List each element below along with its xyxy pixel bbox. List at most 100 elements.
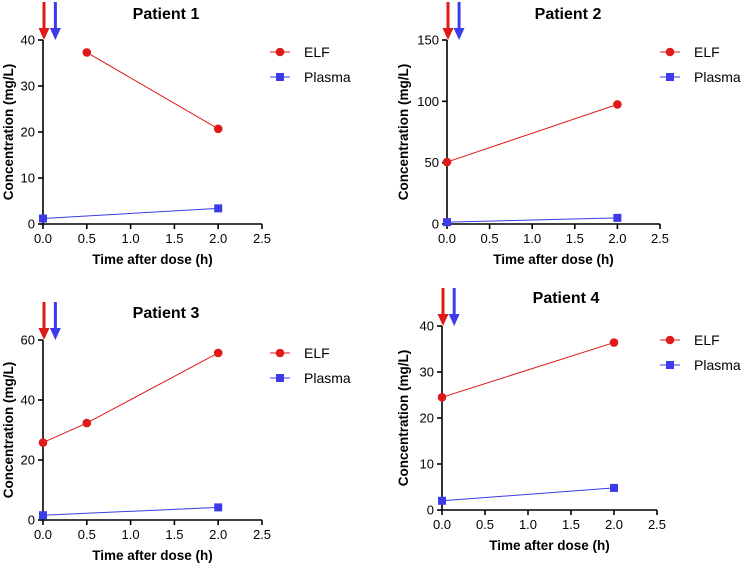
data-point — [214, 503, 223, 512]
x-tick-label: 2.0 — [209, 527, 227, 542]
legend-label: ELF — [304, 44, 330, 60]
x-axis-label: Time after dose (h) — [489, 538, 610, 553]
series-line — [42, 506, 219, 516]
dose-arrow-2 — [448, 288, 460, 326]
legend-marker — [666, 361, 674, 369]
series-line — [441, 342, 615, 398]
legend-item-plasma: Plasma — [660, 357, 741, 373]
x-tick-label: 2.5 — [253, 527, 271, 542]
dose-arrow-head — [38, 328, 50, 340]
legend-label: Plasma — [694, 69, 741, 85]
y-tick-label: 60 — [21, 333, 35, 348]
chart-title: Patient 1 — [133, 6, 200, 23]
x-axis-label: Time after dose (h) — [92, 252, 213, 267]
legend: ELF Plasma — [660, 332, 741, 373]
legend-item-elf: ELF — [660, 44, 720, 60]
series-plasma — [39, 503, 223, 520]
chart-title: Patient 4 — [533, 290, 600, 307]
x-tick-label: 2.5 — [253, 231, 271, 246]
data-point — [437, 393, 447, 402]
x-tick-label: 0.5 — [481, 231, 499, 246]
legend-label: Plasma — [694, 357, 741, 373]
chart-title: Patient 3 — [133, 305, 200, 322]
data-point — [438, 496, 446, 505]
legend-item-elf: ELF — [270, 44, 330, 60]
y-tick-label: 30 — [21, 79, 35, 94]
y-axis-label: Concentration (mg/L) — [396, 350, 411, 487]
chart-title: Patient 2 — [535, 6, 602, 23]
data-point — [609, 338, 619, 347]
legend: ELF Plasma — [270, 345, 351, 386]
series-line — [86, 51, 219, 130]
y-axis-label: Concentration (mg/L) — [1, 362, 16, 499]
dose-arrow-2 — [49, 302, 61, 340]
y-tick-label: 40 — [21, 33, 35, 48]
x-axis-label: Time after dose (h) — [92, 548, 213, 563]
series-elf — [437, 338, 619, 402]
legend: ELF Plasma — [660, 44, 741, 85]
data-point — [213, 124, 223, 134]
dose-arrow-head — [49, 28, 61, 40]
dose-arrow-2 — [49, 2, 61, 40]
dose-arrow-head — [437, 314, 449, 326]
dose-arrow-1 — [437, 288, 449, 326]
series-elf — [442, 100, 622, 167]
series-plasma — [39, 204, 223, 223]
chart-patient-2: Patient 2 0.0 0.5 1.0 1.5 2.0 2.5 0 50 100 150 Time… — [396, 2, 741, 267]
series-elf — [82, 48, 223, 134]
x-tick-label: 0.0 — [34, 231, 52, 246]
legend-item-plasma: Plasma — [270, 370, 351, 386]
data-point — [82, 418, 92, 428]
data-point — [610, 483, 618, 492]
x-tick-label: 2.0 — [608, 231, 626, 246]
legend-marker — [276, 374, 284, 382]
x-tick-label: 0.0 — [438, 231, 456, 246]
dose-arrow-head — [38, 28, 50, 40]
data-point — [38, 438, 48, 447]
x-tick-label: 1.5 — [562, 517, 580, 532]
chart-patient-3: Patient 3 0.0 0.5 1.0 1.5 2.0 2.5 0 20 40 60 Time a… — [1, 302, 351, 563]
data-point — [613, 213, 622, 222]
dose-arrow-head — [453, 28, 465, 40]
x-tick-label: 1.5 — [165, 231, 183, 246]
series-elf — [38, 348, 223, 447]
legend-marker — [276, 73, 284, 81]
x-tick-label: 1.5 — [165, 527, 183, 542]
legend-marker — [275, 348, 285, 358]
series-line — [441, 487, 615, 502]
y-tick-label: 10 — [21, 171, 35, 186]
x-tick-label: 1.5 — [566, 231, 584, 246]
y-tick-label: 40 — [21, 393, 35, 408]
legend-item-elf: ELF — [660, 332, 720, 348]
x-tick-label: 1.0 — [523, 231, 541, 246]
legend-marker — [665, 47, 675, 57]
y-tick-label: 20 — [21, 125, 35, 140]
y-tick-label: 150 — [417, 33, 439, 48]
dose-arrow-head — [442, 28, 454, 40]
x-tick-label: 1.0 — [122, 231, 140, 246]
series-line — [42, 207, 219, 219]
y-tick-label: 0 — [432, 217, 439, 232]
x-tick-label: 0.0 — [34, 527, 52, 542]
x-tick-label: 0.5 — [476, 517, 494, 532]
chart-patient-1: Patient 1 0.0 0.5 1.0 1.5 2.0 2.5 0 10 20 30 40 Time… — [1, 2, 351, 267]
legend-label: ELF — [694, 44, 720, 60]
x-tick-label: 0.5 — [78, 527, 96, 542]
data-point — [82, 48, 92, 57]
data-point — [442, 157, 452, 167]
y-tick-label: 100 — [417, 94, 439, 109]
dose-arrow-2 — [453, 2, 465, 40]
series-line — [446, 103, 618, 163]
x-tick-label: 2.0 — [209, 231, 227, 246]
x-tick-label: 2.5 — [648, 517, 666, 532]
legend-label: ELF — [304, 345, 330, 361]
legend: ELF Plasma — [270, 44, 351, 85]
x-tick-label: 2.0 — [605, 517, 623, 532]
data-point — [613, 100, 622, 109]
dose-arrow-head — [49, 328, 61, 340]
y-tick-label: 10 — [420, 457, 434, 472]
series-plasma — [443, 213, 622, 227]
dose-arrow-1 — [38, 2, 50, 40]
chart-patient-4: Patient 4 0.0 0.5 1.0 1.5 2.0 2.5 0 10 20 30 40 Time… — [396, 288, 741, 553]
series-plasma — [438, 483, 618, 505]
